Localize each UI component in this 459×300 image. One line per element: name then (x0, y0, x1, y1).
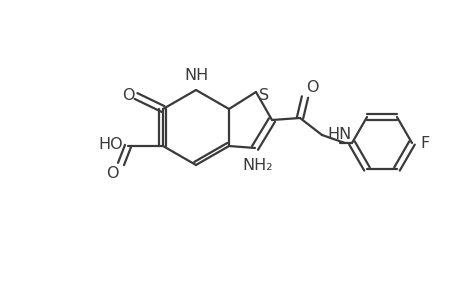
Text: O: O (106, 166, 119, 181)
Text: F: F (419, 136, 428, 151)
Text: NH: NH (185, 68, 209, 83)
Text: HN: HN (326, 127, 351, 142)
Text: S: S (258, 88, 269, 103)
Text: O: O (122, 88, 134, 103)
Text: HO: HO (98, 136, 123, 152)
Text: O: O (305, 80, 318, 95)
Text: NH₂: NH₂ (242, 158, 273, 173)
